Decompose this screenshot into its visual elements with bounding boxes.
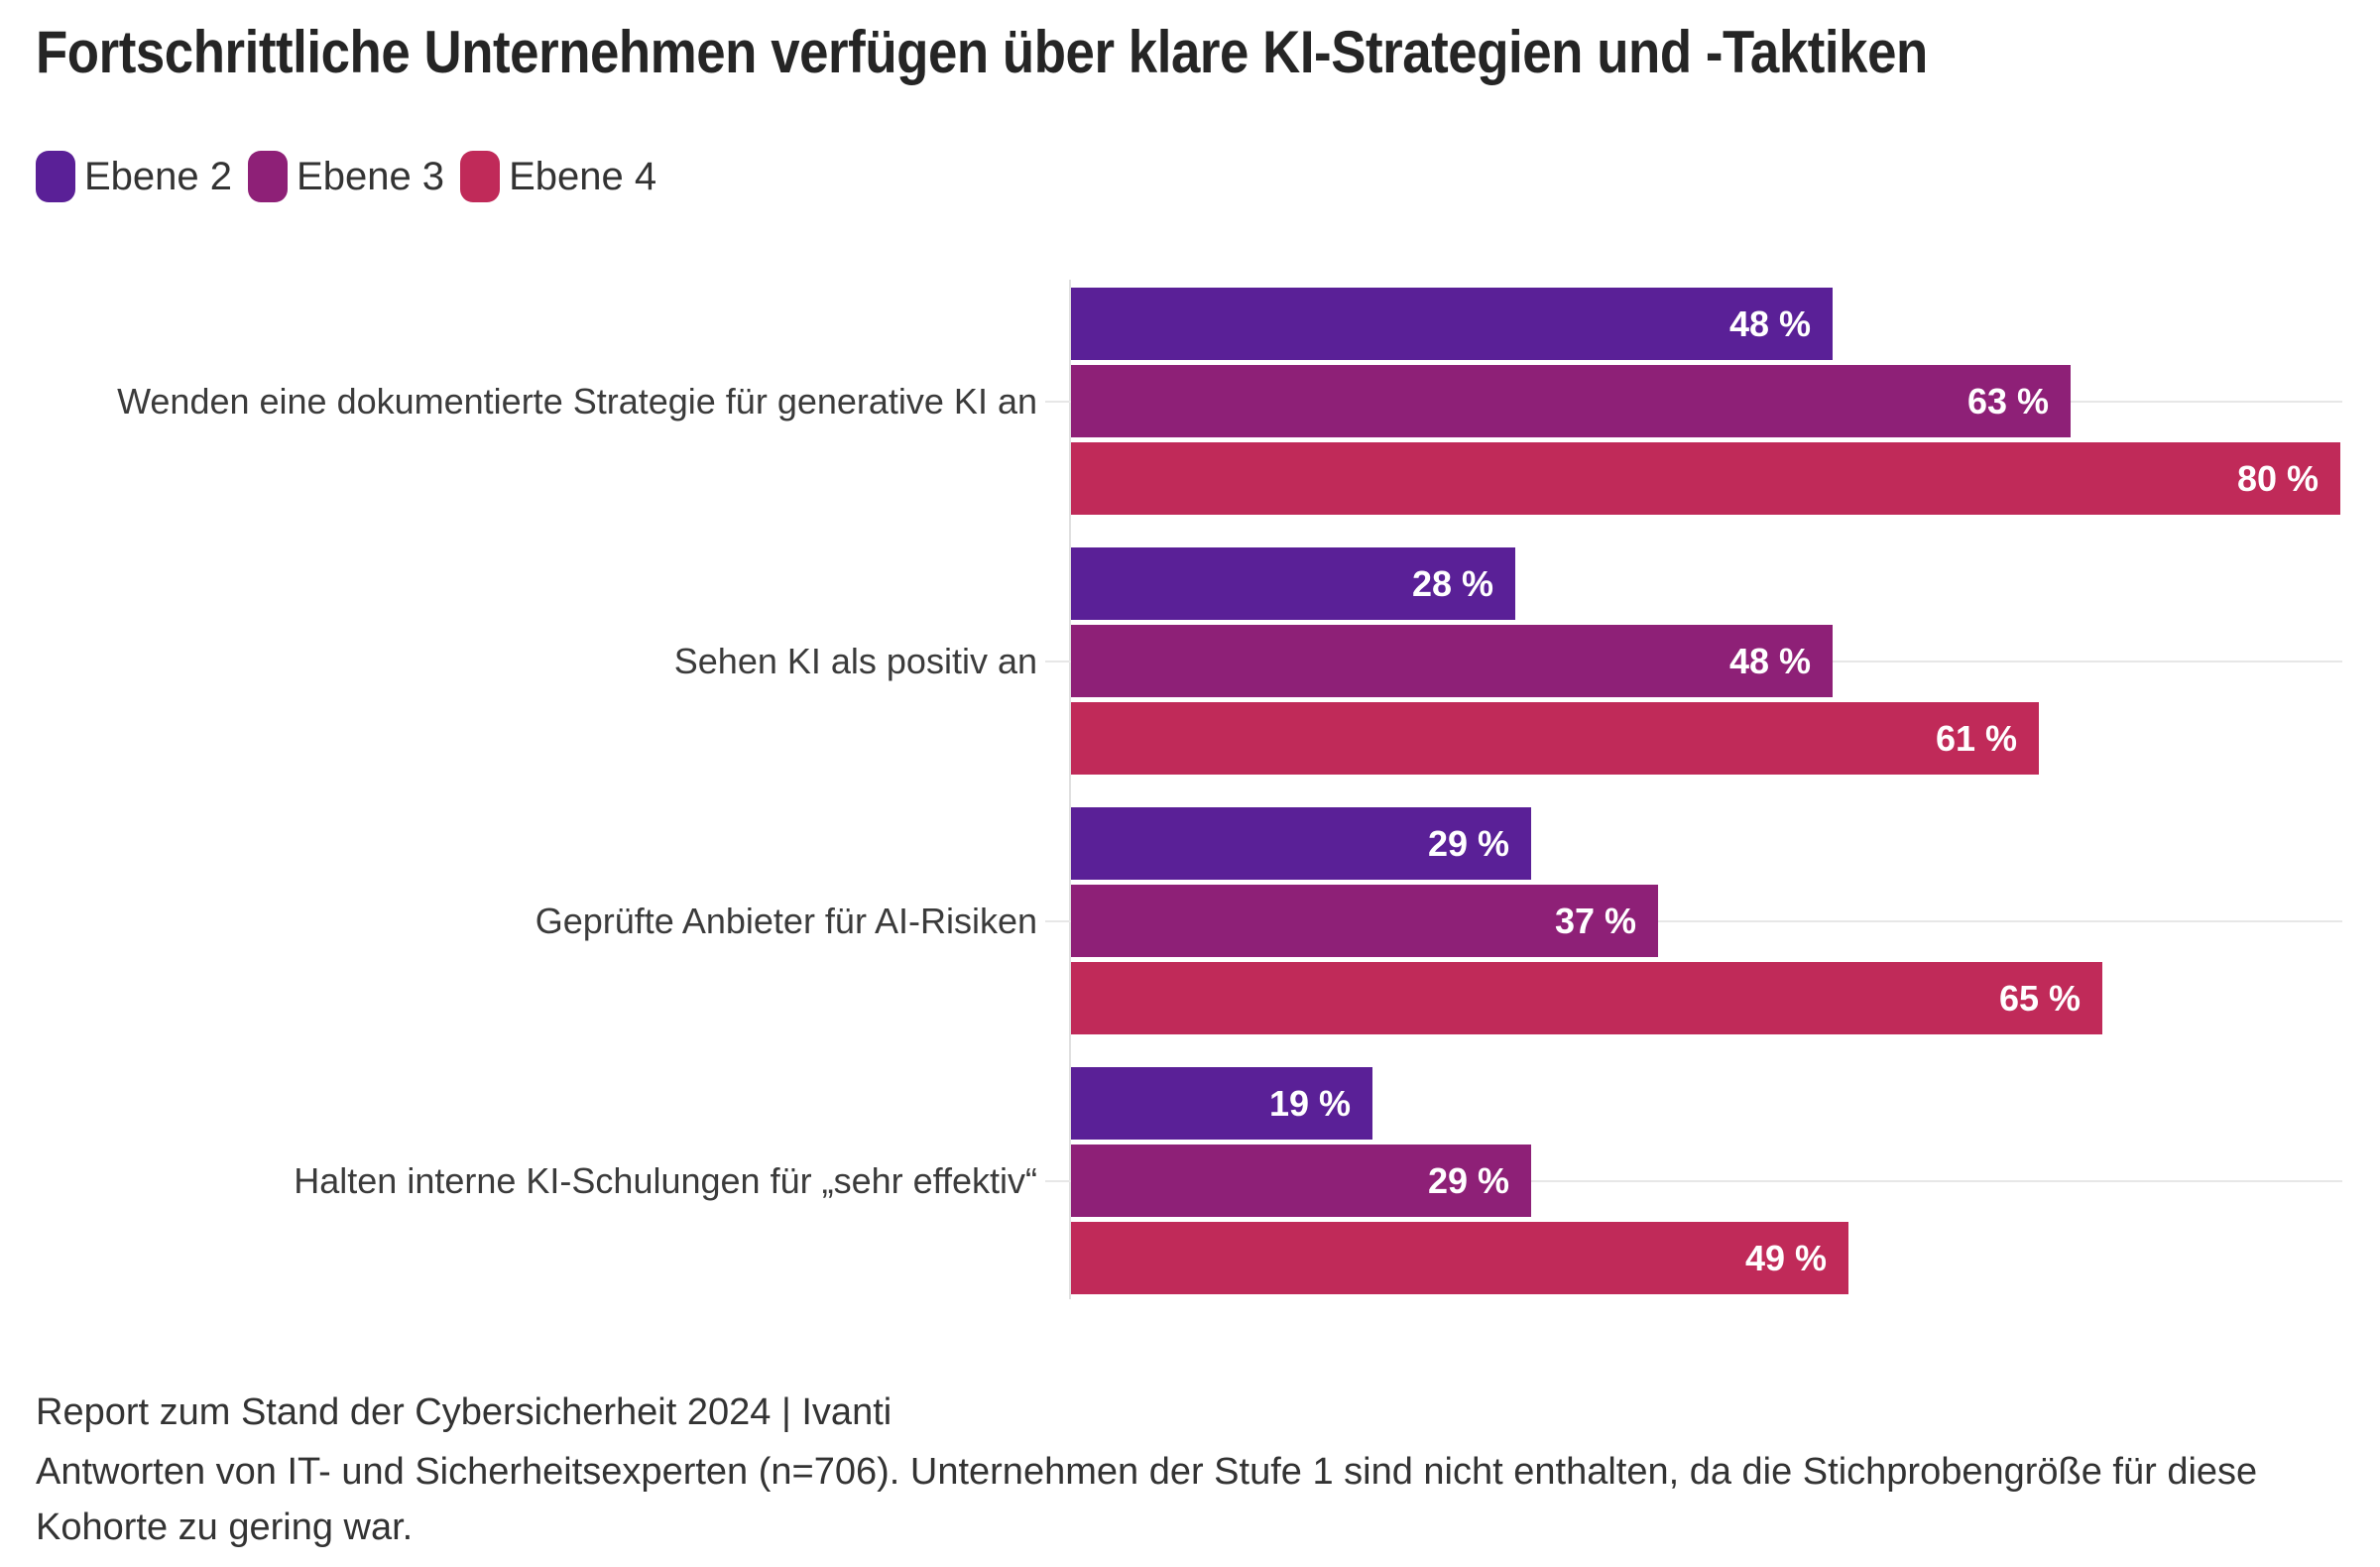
bar-value-label: 37 %	[1554, 900, 1636, 941]
bar-ebene-3: 63 %	[1071, 365, 2071, 437]
category-label: Sehen KI als positiv an	[673, 640, 1037, 681]
category-gridline	[1045, 919, 2342, 922]
footer: Report zum Stand der Cybersicherheit 202…	[36, 1385, 2346, 1555]
bar-value-label: 29 %	[1427, 1159, 1509, 1201]
legend-item-label: Ebene 4	[509, 154, 657, 198]
y-axis-line	[1069, 280, 1071, 1299]
bar-ebene-2: 28 %	[1071, 547, 1515, 620]
bar-value-label: 48 %	[1728, 640, 1811, 681]
legend: Ebene 2 Ebene 3 Ebene 4	[36, 151, 656, 202]
bar-ebene-2: 29 %	[1071, 807, 1531, 880]
bar-ebene-3: 48 %	[1071, 625, 1833, 697]
bar-ebene-4: 49 %	[1071, 1222, 1848, 1294]
legend-item: Ebene 4	[460, 151, 656, 202]
category-label: Wenden eine dokumentierte Strategie für …	[117, 380, 1037, 422]
legend-swatch-icon	[36, 151, 75, 202]
category-label: Halten interne KI-Schulungen für „sehr e…	[294, 1159, 1037, 1201]
bar-value-label: 48 %	[1728, 302, 1811, 344]
bar-value-label: 19 %	[1268, 1082, 1351, 1124]
category-gridline	[1045, 1179, 2342, 1182]
bar-ebene-3: 37 %	[1071, 885, 1658, 957]
bar-ebene-4: 65 %	[1071, 962, 2102, 1034]
category-label: Geprüfte Anbieter für AI-Risiken	[535, 900, 1037, 941]
bar-value-label: 80 %	[2236, 457, 2319, 499]
bar-ebene-2: 48 %	[1071, 288, 1833, 360]
legend-swatch-icon	[248, 151, 289, 202]
bar-ebene-3: 29 %	[1071, 1145, 1531, 1217]
note-line: Antworten von IT- und Sicherheitsexperte…	[36, 1451, 2258, 1548]
bar-value-label: 63 %	[1966, 380, 2049, 422]
chart-title: Fortschrittliche Unternehmen verfügen üb…	[36, 19, 1928, 85]
bar-ebene-4: 80 %	[1071, 442, 2340, 515]
legend-item: Ebene 2	[36, 151, 232, 202]
legend-item-label: Ebene 2	[84, 154, 233, 198]
legend-swatch-icon	[460, 151, 501, 202]
bar-chart: Wenden eine dokumentierte Strategie für …	[117, 280, 2342, 1299]
legend-item: Ebene 3	[248, 151, 444, 202]
bar-value-label: 61 %	[1935, 717, 2017, 759]
bar-ebene-2: 19 %	[1071, 1067, 1372, 1140]
bar-value-label: 29 %	[1427, 822, 1509, 864]
bar-value-label: 28 %	[1411, 562, 1493, 604]
bar-value-label: 65 %	[1998, 977, 2081, 1019]
bar-value-label: 49 %	[1744, 1237, 1827, 1278]
legend-item-label: Ebene 3	[297, 154, 445, 198]
source-line: Report zum Stand der Cybersicherheit 202…	[36, 1391, 892, 1433]
bar-ebene-4: 61 %	[1071, 702, 2039, 775]
